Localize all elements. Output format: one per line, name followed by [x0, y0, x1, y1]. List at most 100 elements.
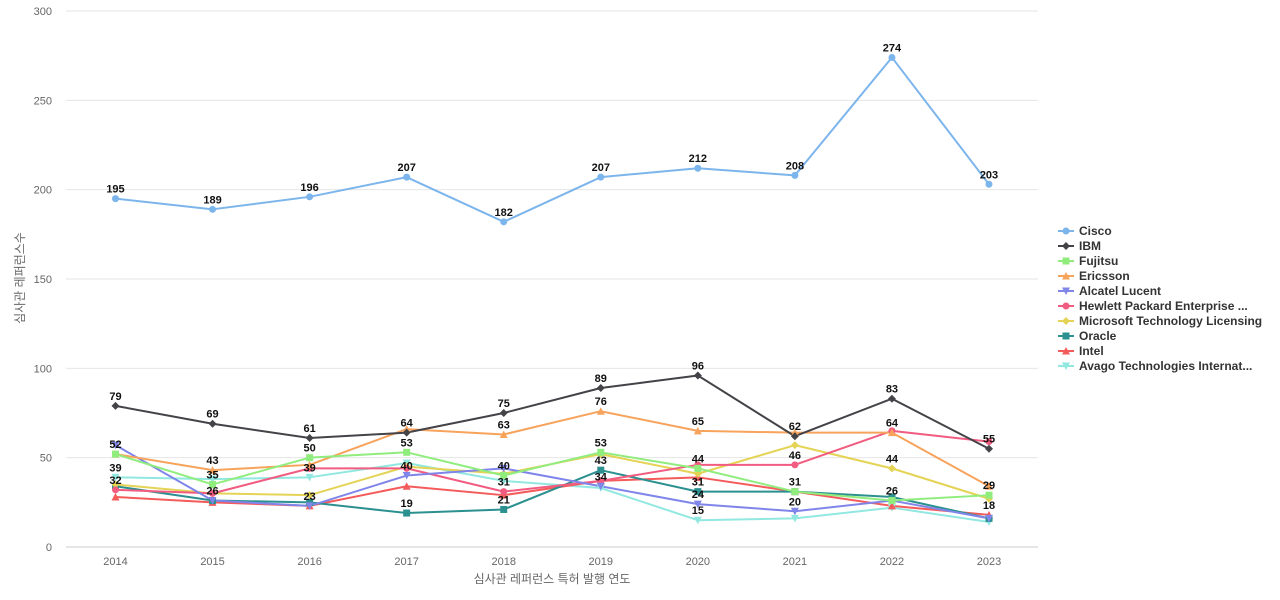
x-axis-title: 심사관 레퍼런스 특허 발행 연도	[474, 571, 631, 586]
point	[402, 428, 411, 437]
point	[209, 205, 217, 213]
point	[111, 401, 120, 410]
point	[208, 475, 217, 484]
data-label: 20	[789, 496, 801, 508]
data-label: 15	[692, 505, 704, 517]
data-label: 44	[692, 453, 705, 465]
data-label: 212	[689, 153, 707, 165]
x-tick-label: 2020	[686, 556, 710, 568]
y-tick-label: 300	[34, 6, 52, 18]
legend-label: Intel	[1079, 344, 1104, 358]
point	[1062, 257, 1070, 265]
point	[499, 464, 508, 473]
series-line	[114, 451, 990, 502]
x-tick-label: 2023	[977, 556, 1001, 568]
x-tick-label: 2015	[200, 556, 224, 568]
point	[111, 441, 120, 450]
point	[403, 464, 411, 472]
point	[985, 444, 993, 453]
point	[1062, 347, 1070, 355]
point	[596, 383, 605, 392]
y-tick-label: 250	[34, 95, 52, 107]
point	[305, 434, 314, 443]
data-label: 31	[789, 477, 801, 489]
x-axis-ticks: 2014 2015 2016 2017 2018 2019 2020 2021 2022 2023	[103, 556, 1001, 568]
point	[500, 505, 508, 513]
series-line	[114, 410, 990, 488]
data-label: 274	[883, 42, 902, 54]
point	[887, 464, 896, 473]
legend-label: Ericsson	[1079, 269, 1130, 283]
x-tick-label: 2018	[491, 556, 515, 568]
y-tick-label: 50	[40, 453, 52, 465]
legend-label: Cisco	[1079, 224, 1112, 238]
data-label: 79	[109, 391, 121, 403]
data-label: 208	[786, 160, 804, 172]
point	[111, 473, 120, 482]
data-label: 32	[109, 475, 121, 487]
data-label: 24	[692, 489, 705, 501]
data-label: 64	[401, 418, 414, 430]
point	[693, 516, 702, 525]
point	[208, 497, 217, 505]
point	[499, 430, 508, 438]
legend-item: Ericsson	[1058, 269, 1130, 283]
point	[306, 454, 314, 462]
point	[596, 407, 605, 415]
data-label: 83	[886, 384, 898, 396]
data-label: 89	[595, 373, 607, 385]
data-label: 55	[983, 434, 995, 446]
point	[597, 477, 605, 485]
legend-item: Fujitsu	[1058, 254, 1118, 268]
point	[209, 480, 217, 488]
point	[790, 514, 799, 523]
x-tick-label: 2021	[783, 556, 807, 568]
y-axis-title: 심사관 레퍼런스수	[13, 232, 27, 324]
data-label: 64	[886, 418, 899, 430]
series-line	[114, 469, 990, 520]
data-label: 62	[789, 421, 801, 433]
point	[693, 500, 702, 509]
point	[985, 491, 993, 499]
y-axis-ticks: 0 50 100 150 200 250 300	[34, 6, 52, 554]
point	[887, 428, 896, 437]
point	[305, 460, 314, 469]
point	[1062, 227, 1070, 235]
point	[402, 472, 411, 480]
x-tick-label: 2016	[297, 556, 321, 568]
data-label: 207	[592, 162, 610, 174]
legend-item: Microsoft Technology Licensing	[1058, 314, 1262, 328]
data-label: 207	[397, 162, 415, 174]
data-label: 23	[303, 491, 315, 503]
point	[1062, 362, 1070, 370]
legend-label: Alcatel Lucent	[1079, 284, 1161, 298]
point	[500, 472, 508, 480]
legend-item: Hewlett Packard Enterprise ...	[1058, 299, 1248, 313]
legend-item: Alcatel Lucent	[1058, 284, 1161, 298]
data-label: 196	[300, 182, 318, 194]
point	[208, 466, 217, 474]
point	[790, 441, 799, 450]
point	[888, 493, 896, 501]
data-label: 203	[980, 169, 998, 181]
point	[1062, 242, 1070, 250]
x-tick-label: 2022	[880, 556, 904, 568]
point	[500, 218, 508, 226]
point	[597, 173, 605, 181]
legend-item: Oracle	[1058, 329, 1117, 343]
point	[790, 432, 799, 441]
series-markers	[111, 53, 993, 526]
point	[887, 394, 896, 403]
data-label: 61	[303, 423, 315, 435]
legend-label: Avago Technologies Internat...	[1079, 359, 1252, 373]
data-label: 40	[498, 461, 510, 473]
data-label: 34	[595, 471, 608, 483]
point	[402, 482, 411, 490]
legend-item: Cisco	[1058, 224, 1112, 238]
point	[305, 473, 314, 482]
data-label: 65	[692, 416, 704, 428]
point	[112, 450, 119, 458]
point	[111, 480, 120, 489]
